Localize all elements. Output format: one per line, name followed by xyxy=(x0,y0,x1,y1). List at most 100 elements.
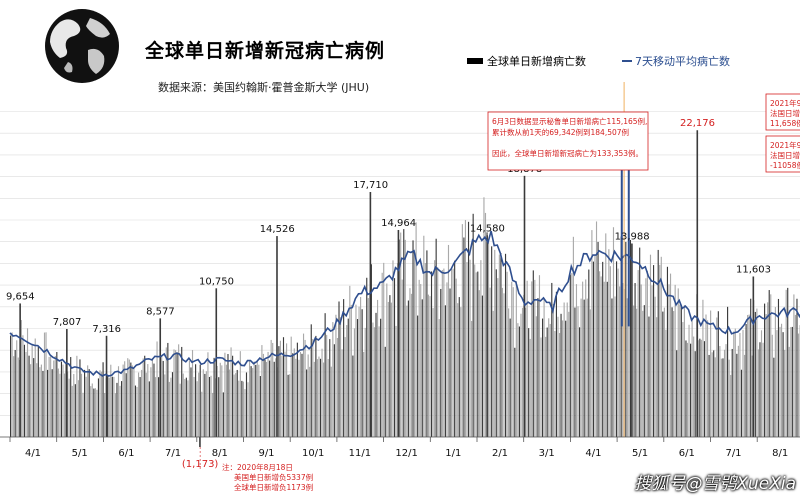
daily-bar xyxy=(171,372,174,437)
daily-bar xyxy=(111,376,113,437)
daily-bar xyxy=(743,354,746,437)
daily-bar xyxy=(586,298,588,437)
daily-bar xyxy=(420,284,422,437)
daily-bar xyxy=(338,301,340,437)
daily-bar xyxy=(239,351,241,437)
daily-bar xyxy=(475,272,477,437)
daily-bar xyxy=(506,271,508,437)
daily-bar xyxy=(185,377,187,437)
x-tick-label: 7/1 xyxy=(165,448,181,459)
daily-bar xyxy=(745,324,747,437)
daily-bar xyxy=(60,361,63,437)
peak-bar xyxy=(631,243,633,437)
sept-annotation-1-text: 2021年9月 xyxy=(770,98,800,108)
daily-bar xyxy=(370,264,372,437)
daily-bar xyxy=(728,359,730,437)
daily-bar xyxy=(191,350,194,437)
daily-bar xyxy=(742,329,744,437)
daily-bar xyxy=(403,229,405,437)
daily-bar xyxy=(770,294,772,437)
daily-bar xyxy=(690,343,692,437)
annotations: 6月3日数据显示秘鲁单日新增病亡115,165例,累计数从前1天的69,342例… xyxy=(199,93,800,492)
daily-bar xyxy=(188,360,191,437)
daily-bar xyxy=(273,361,275,437)
daily-bar xyxy=(467,221,470,437)
daily-bar xyxy=(11,332,13,437)
daily-bar xyxy=(104,392,106,437)
daily-bar xyxy=(261,345,263,437)
sept-annotation-1-text: 11,658例 xyxy=(770,118,800,128)
daily-bar xyxy=(719,346,721,437)
daily-bar xyxy=(353,328,355,437)
daily-bar xyxy=(600,276,602,437)
daily-bar xyxy=(705,314,707,437)
daily-bar xyxy=(532,270,534,437)
daily-bar xyxy=(720,358,722,437)
daily-bar xyxy=(501,287,504,437)
daily-bar xyxy=(13,356,15,437)
daily-bar xyxy=(315,335,317,437)
daily-bar xyxy=(791,326,793,437)
daily-bar xyxy=(349,285,351,437)
daily-bar xyxy=(91,383,93,437)
daily-bar xyxy=(568,311,570,437)
daily-bar xyxy=(637,270,639,437)
daily-bar xyxy=(59,373,61,437)
daily-bar xyxy=(731,348,733,437)
daily-bar xyxy=(366,277,368,437)
daily-bar xyxy=(84,369,86,437)
legend-bar-entry: 全球单日新增病亡数 xyxy=(467,53,586,69)
daily-bar xyxy=(642,310,644,437)
daily-bar xyxy=(127,358,129,437)
daily-bar xyxy=(153,363,155,437)
daily-bar xyxy=(538,275,541,437)
daily-bar xyxy=(694,351,696,437)
daily-bar xyxy=(367,298,369,437)
x-tick-label: 8/1 xyxy=(212,448,228,459)
daily-bar xyxy=(574,307,576,437)
daily-bar xyxy=(418,279,420,437)
daily-bar xyxy=(639,247,641,437)
daily-bar xyxy=(270,339,272,437)
daily-bar xyxy=(435,238,437,437)
daily-bar xyxy=(595,221,598,437)
daily-bar xyxy=(253,361,255,437)
sept-annotation-2-text: -11058例 xyxy=(770,160,800,170)
daily-bar xyxy=(748,314,750,437)
daily-bar xyxy=(634,283,636,437)
daily-bar xyxy=(113,376,115,437)
daily-bar xyxy=(529,338,531,437)
daily-bar xyxy=(659,264,661,437)
daily-bar xyxy=(611,298,613,437)
daily-bar xyxy=(136,386,138,437)
daily-bar xyxy=(259,376,261,437)
daily-bar xyxy=(82,392,84,437)
daily-bar xyxy=(588,269,590,437)
daily-bar xyxy=(10,335,12,437)
daily-bar xyxy=(207,352,209,437)
daily-bar xyxy=(37,345,39,437)
x-tick-label: 1/1 xyxy=(445,448,461,459)
daily-bar xyxy=(500,253,502,437)
daily-bar xyxy=(76,355,78,437)
daily-bar xyxy=(28,355,30,437)
daily-bar xyxy=(36,363,38,437)
daily-bar xyxy=(455,278,457,437)
daily-bar xyxy=(629,240,632,437)
daily-bar xyxy=(466,262,468,437)
daily-bar xyxy=(765,314,767,437)
daily-bar xyxy=(295,358,297,437)
daily-bar xyxy=(660,256,662,437)
daily-bar xyxy=(517,323,519,437)
daily-bar xyxy=(335,314,337,437)
daily-bar xyxy=(702,299,704,437)
daily-bar xyxy=(199,364,201,437)
daily-bar xyxy=(679,304,681,437)
daily-bar xyxy=(68,378,70,437)
data-label: 14,580 xyxy=(470,223,505,234)
x-tick-label: 8/1 xyxy=(772,448,788,459)
sept-annotation-1-text: 法国日增 xyxy=(770,108,800,118)
daily-bar xyxy=(363,351,365,437)
daily-bar xyxy=(393,278,396,437)
